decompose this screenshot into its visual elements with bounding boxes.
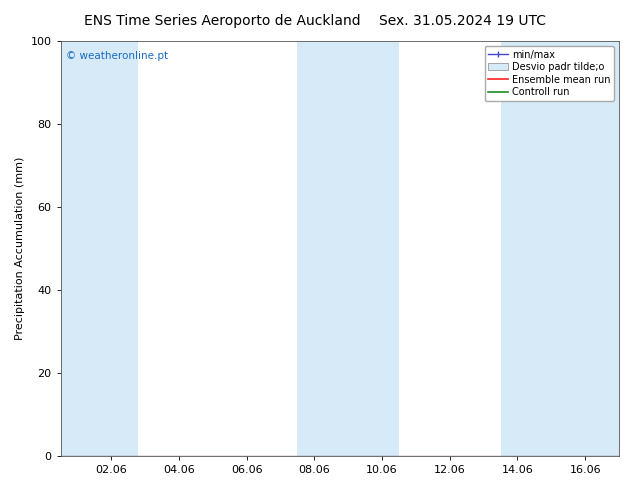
Legend: min/max, Desvio padr tilde;o, Ensemble mean run, Controll run: min/max, Desvio padr tilde;o, Ensemble m… (484, 46, 614, 101)
Text: © weatheronline.pt: © weatheronline.pt (66, 51, 168, 61)
Bar (61, 41, 138, 456)
Y-axis label: Precipitation Accumulation (mm): Precipitation Accumulation (mm) (15, 157, 25, 340)
Text: ENS Time Series Aeroporto de Auckland: ENS Time Series Aeroporto de Auckland (84, 14, 360, 28)
Text: Sex. 31.05.2024 19 UTC: Sex. 31.05.2024 19 UTC (379, 14, 547, 28)
Bar (297, 41, 399, 456)
Bar (501, 41, 619, 456)
